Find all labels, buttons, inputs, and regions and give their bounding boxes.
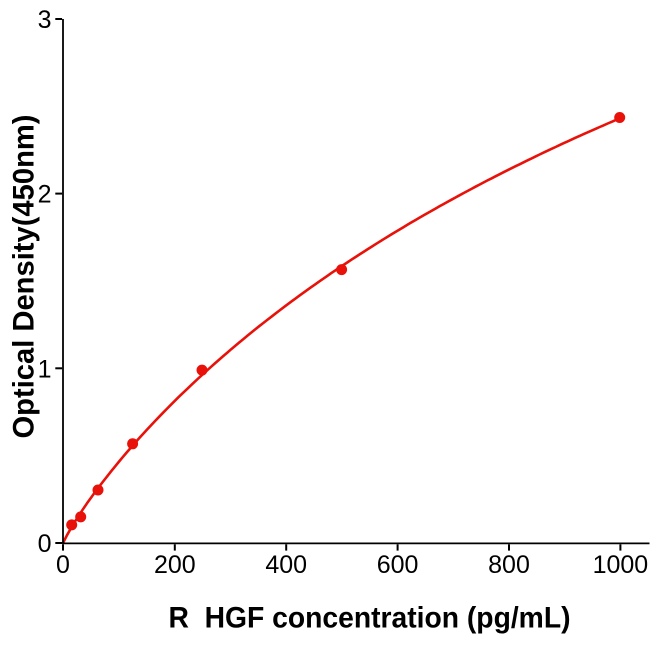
svg-text:400: 400 — [265, 551, 307, 579]
svg-text:2: 2 — [38, 181, 52, 209]
svg-text:R HGF concentration (pg/mL): R HGF concentration (pg/mL) — [169, 602, 571, 635]
svg-text:Optical Density(450nm): Optical Density(450nm) — [7, 114, 40, 438]
svg-text:3: 3 — [38, 6, 52, 34]
svg-text:1: 1 — [38, 355, 52, 383]
svg-text:600: 600 — [377, 551, 419, 579]
svg-text:1000: 1000 — [593, 551, 649, 579]
svg-text:800: 800 — [488, 551, 530, 579]
svg-text:0: 0 — [38, 530, 52, 558]
svg-text:200: 200 — [154, 551, 196, 579]
svg-text:0: 0 — [56, 551, 70, 579]
